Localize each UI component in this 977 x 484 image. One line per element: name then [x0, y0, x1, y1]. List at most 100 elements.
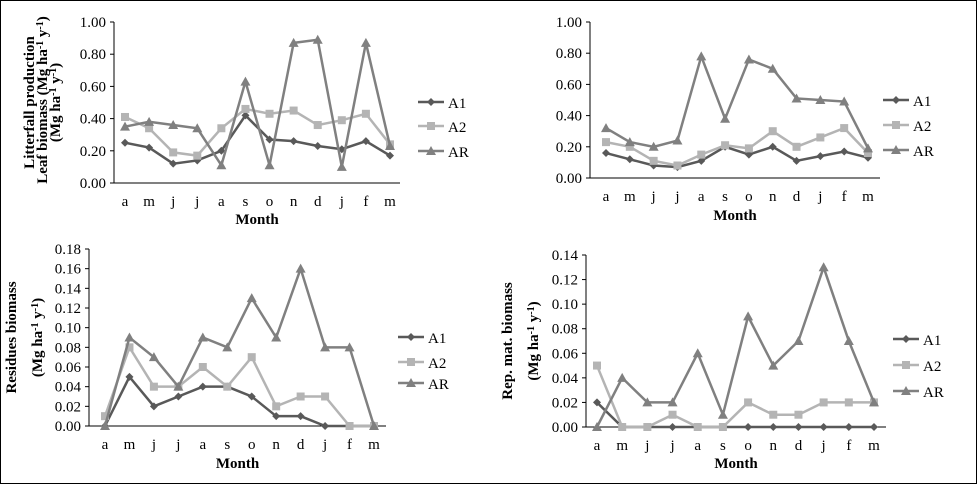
data-point: [815, 95, 826, 104]
y-axis-title-part: ): [30, 298, 46, 303]
legend-marker: [407, 333, 415, 341]
data-point: [345, 422, 354, 430]
data-point: [124, 332, 135, 342]
y-tick-label: 0.00: [556, 171, 582, 187]
y-axis-title-part: Litterfall production: [22, 36, 38, 169]
x-tick-label: s: [224, 437, 230, 453]
data-point: [602, 149, 610, 158]
data-point: [743, 54, 754, 64]
data-point: [618, 423, 627, 431]
data-point: [145, 124, 154, 133]
data-point: [241, 111, 250, 120]
x-tick-label: f: [363, 194, 368, 210]
data-point: [673, 161, 682, 170]
data-point: [321, 392, 330, 401]
data-point: [721, 141, 730, 150]
x-tick-label: o: [744, 438, 752, 454]
series-line: [595, 263, 876, 428]
y-tick-label: 0.00: [55, 419, 81, 435]
data-point: [718, 423, 727, 431]
y-tick-label: 0.10: [55, 321, 81, 337]
x-tick-label: o: [266, 194, 274, 210]
data-point: [198, 363, 207, 371]
data-point: [592, 422, 602, 431]
data-point: [744, 150, 753, 159]
data-point: [272, 412, 281, 421]
data-point: [125, 343, 134, 352]
x-tick-label: s: [720, 438, 726, 454]
x-tick-label: j: [817, 189, 822, 205]
x-tick-label: m: [384, 194, 396, 210]
x-axis-title: Month: [714, 456, 758, 472]
data-point: [649, 156, 658, 165]
data-point: [602, 138, 610, 147]
data-point: [168, 120, 179, 130]
x-tick-label: n: [770, 438, 778, 454]
data-point: [240, 76, 251, 86]
x-tick-label: m: [124, 437, 136, 453]
data-point: [668, 423, 677, 431]
data-point: [289, 106, 298, 115]
data-point: [369, 421, 379, 430]
data-point: [246, 293, 257, 303]
y-axis-title-part: y: [48, 76, 64, 88]
data-point: [672, 135, 683, 145]
y-tick-label: 0.16: [55, 262, 82, 278]
chart-panel-1: 0.000.200.400.600.801.00a m j j a s o n d j f mMont…: [22, 15, 469, 228]
data-point: [642, 397, 653, 407]
chart-panel-3: 0.00 0.02 0.04 0.06 0.08 0.10 0.12 0.14 0.16 0.18…: [4, 242, 449, 472]
x-axis-title: Month: [216, 456, 260, 472]
y-axis-title: Litterfall production: [22, 36, 38, 169]
data-point: [625, 142, 634, 151]
data-point: [313, 141, 322, 150]
x-tick-label: j: [644, 438, 649, 454]
data-point: [149, 382, 158, 391]
data-point: [593, 398, 601, 407]
data-point: [101, 412, 109, 421]
x-tick-label: j: [175, 437, 180, 453]
legend-marker: [892, 96, 900, 104]
series-line: [605, 52, 870, 149]
x-tick-label: m: [862, 189, 874, 205]
data-point: [313, 121, 322, 130]
legend-marker: [426, 146, 436, 155]
y-axis-title-part: Leaf biomass (Mg ha: [35, 49, 51, 184]
y-tick-label: 0.02: [55, 399, 81, 415]
data-point: [697, 150, 706, 159]
data-point: [864, 149, 872, 158]
data-point: [144, 116, 155, 126]
y-tick-label: 0.80: [80, 47, 106, 63]
data-point: [321, 422, 330, 430]
data-point: [696, 51, 707, 61]
data-point: [121, 138, 129, 147]
x-tick-label: s: [243, 194, 249, 210]
data-point: [361, 109, 370, 118]
data-point: [120, 121, 130, 131]
y-axis-title-part: -1: [30, 323, 41, 331]
legend-marker: [427, 122, 435, 130]
y-tick-label: 0.80: [556, 46, 582, 62]
y-axis-title-part: (Mg ha: [48, 95, 64, 142]
y-tick-label: 0.12: [55, 301, 81, 317]
y-tick-label: 0.04: [55, 380, 82, 396]
x-tick-label: d: [297, 437, 305, 453]
data-point: [625, 155, 634, 164]
data-point: [844, 398, 853, 407]
x-tick-label: j: [669, 438, 674, 454]
x-tick-label: a: [218, 194, 225, 210]
legend-label: A1: [428, 331, 446, 347]
x-tick-label: m: [368, 437, 380, 453]
legend-marker: [901, 386, 911, 395]
y-axis-title-part: Residues biomass: [4, 281, 20, 393]
x-tick-label: m: [143, 194, 155, 210]
y-tick-label: 0.40: [80, 112, 106, 128]
x-tick-label: a: [698, 189, 705, 205]
data-point: [792, 142, 801, 151]
data-point: [744, 398, 753, 407]
x-tick-label: f: [846, 438, 851, 454]
series-A1: [101, 372, 378, 430]
data-point: [819, 398, 828, 407]
series-AR: [120, 34, 395, 171]
data-point: [216, 160, 227, 170]
x-tick-label: d: [793, 189, 801, 205]
